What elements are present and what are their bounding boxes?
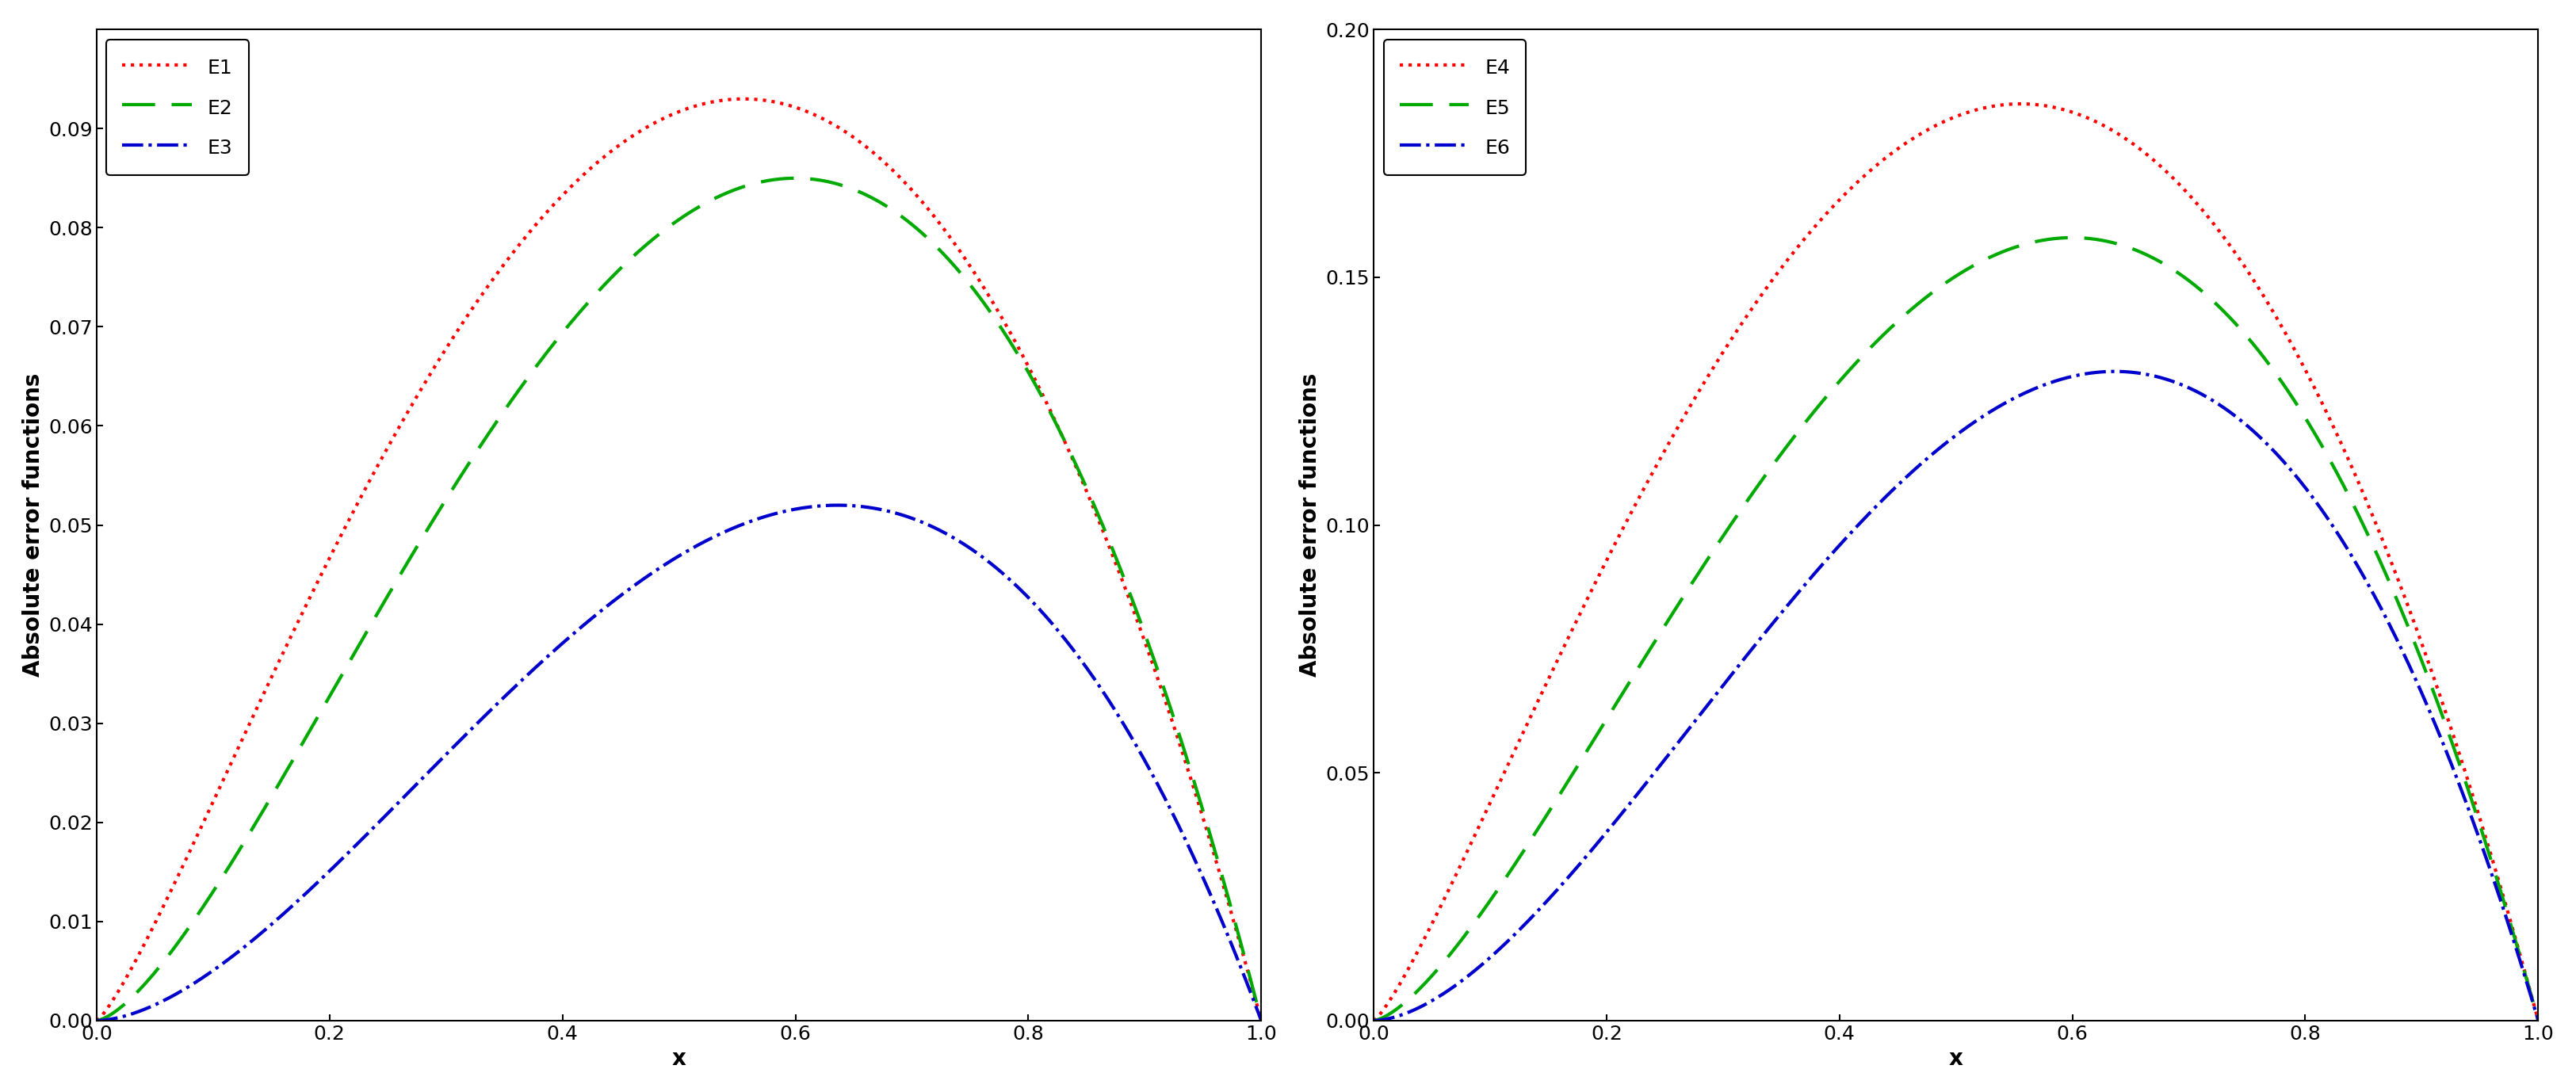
E5 [1358, 1014, 1388, 1028]
X-axis label: x: x [672, 1048, 685, 1070]
Line: E1: E1 [98, 99, 1262, 1021]
E6 [2099, 365, 2130, 378]
E3 [551, 632, 582, 645]
E2 [201, 881, 232, 894]
E6 [1358, 1014, 1388, 1028]
E1 [992, 319, 1023, 332]
E1 [201, 790, 232, 803]
Legend: E1, E2, E3: E1, E2, E3 [106, 39, 250, 176]
E4 [1358, 1014, 1388, 1028]
E1 [551, 183, 582, 197]
Line: E6: E6 [1373, 371, 2537, 1021]
E6 [1870, 489, 1901, 502]
E1 [1247, 1014, 1278, 1028]
E3 [1012, 590, 1043, 603]
Y-axis label: Absolute error functions: Absolute error functions [23, 373, 44, 677]
E3 [201, 962, 232, 975]
Legend: E4, E5, E6: E4, E5, E6 [1383, 39, 1525, 176]
Line: E2: E2 [98, 178, 1262, 1021]
E5 [2159, 264, 2190, 277]
E6 [2267, 454, 2298, 467]
Line: E3: E3 [98, 506, 1262, 1021]
Line: E5: E5 [1373, 238, 2537, 1021]
E2 [82, 1014, 113, 1028]
E5 [2056, 232, 2087, 245]
E5 [2287, 410, 2318, 423]
E2 [881, 207, 912, 221]
E4 [2287, 360, 2318, 373]
E6 [2522, 1014, 2553, 1028]
E6 [1829, 533, 1860, 546]
E4 [2004, 97, 2035, 110]
E1 [729, 93, 760, 106]
E2 [595, 273, 626, 286]
E3 [822, 499, 853, 512]
E3 [595, 597, 626, 610]
E5 [2267, 377, 2298, 390]
E6 [1476, 949, 1507, 962]
E3 [1247, 1014, 1278, 1028]
E3 [82, 1014, 113, 1028]
E4 [2159, 173, 2190, 186]
X-axis label: x: x [1950, 1048, 1963, 1070]
E3 [881, 507, 912, 520]
E4 [2522, 1014, 2553, 1028]
E1 [82, 1014, 113, 1028]
E2 [781, 171, 811, 185]
E2 [1012, 364, 1043, 377]
E1 [1012, 357, 1043, 370]
E6 [2159, 376, 2190, 389]
E5 [1870, 325, 1901, 339]
E2 [992, 329, 1023, 342]
E2 [551, 320, 582, 333]
E6 [2287, 479, 2318, 492]
E5 [1829, 369, 1860, 382]
E1 [595, 146, 626, 159]
E4 [2267, 322, 2298, 335]
E4 [1870, 151, 1901, 164]
Y-axis label: Absolute error functions: Absolute error functions [1298, 373, 1321, 677]
E5 [1476, 891, 1507, 904]
Line: E4: E4 [1373, 104, 2537, 1021]
E2 [1247, 1014, 1278, 1028]
E4 [1829, 188, 1860, 201]
E3 [992, 570, 1023, 583]
E5 [2522, 1014, 2553, 1028]
E1 [881, 168, 912, 181]
E4 [1476, 791, 1507, 804]
